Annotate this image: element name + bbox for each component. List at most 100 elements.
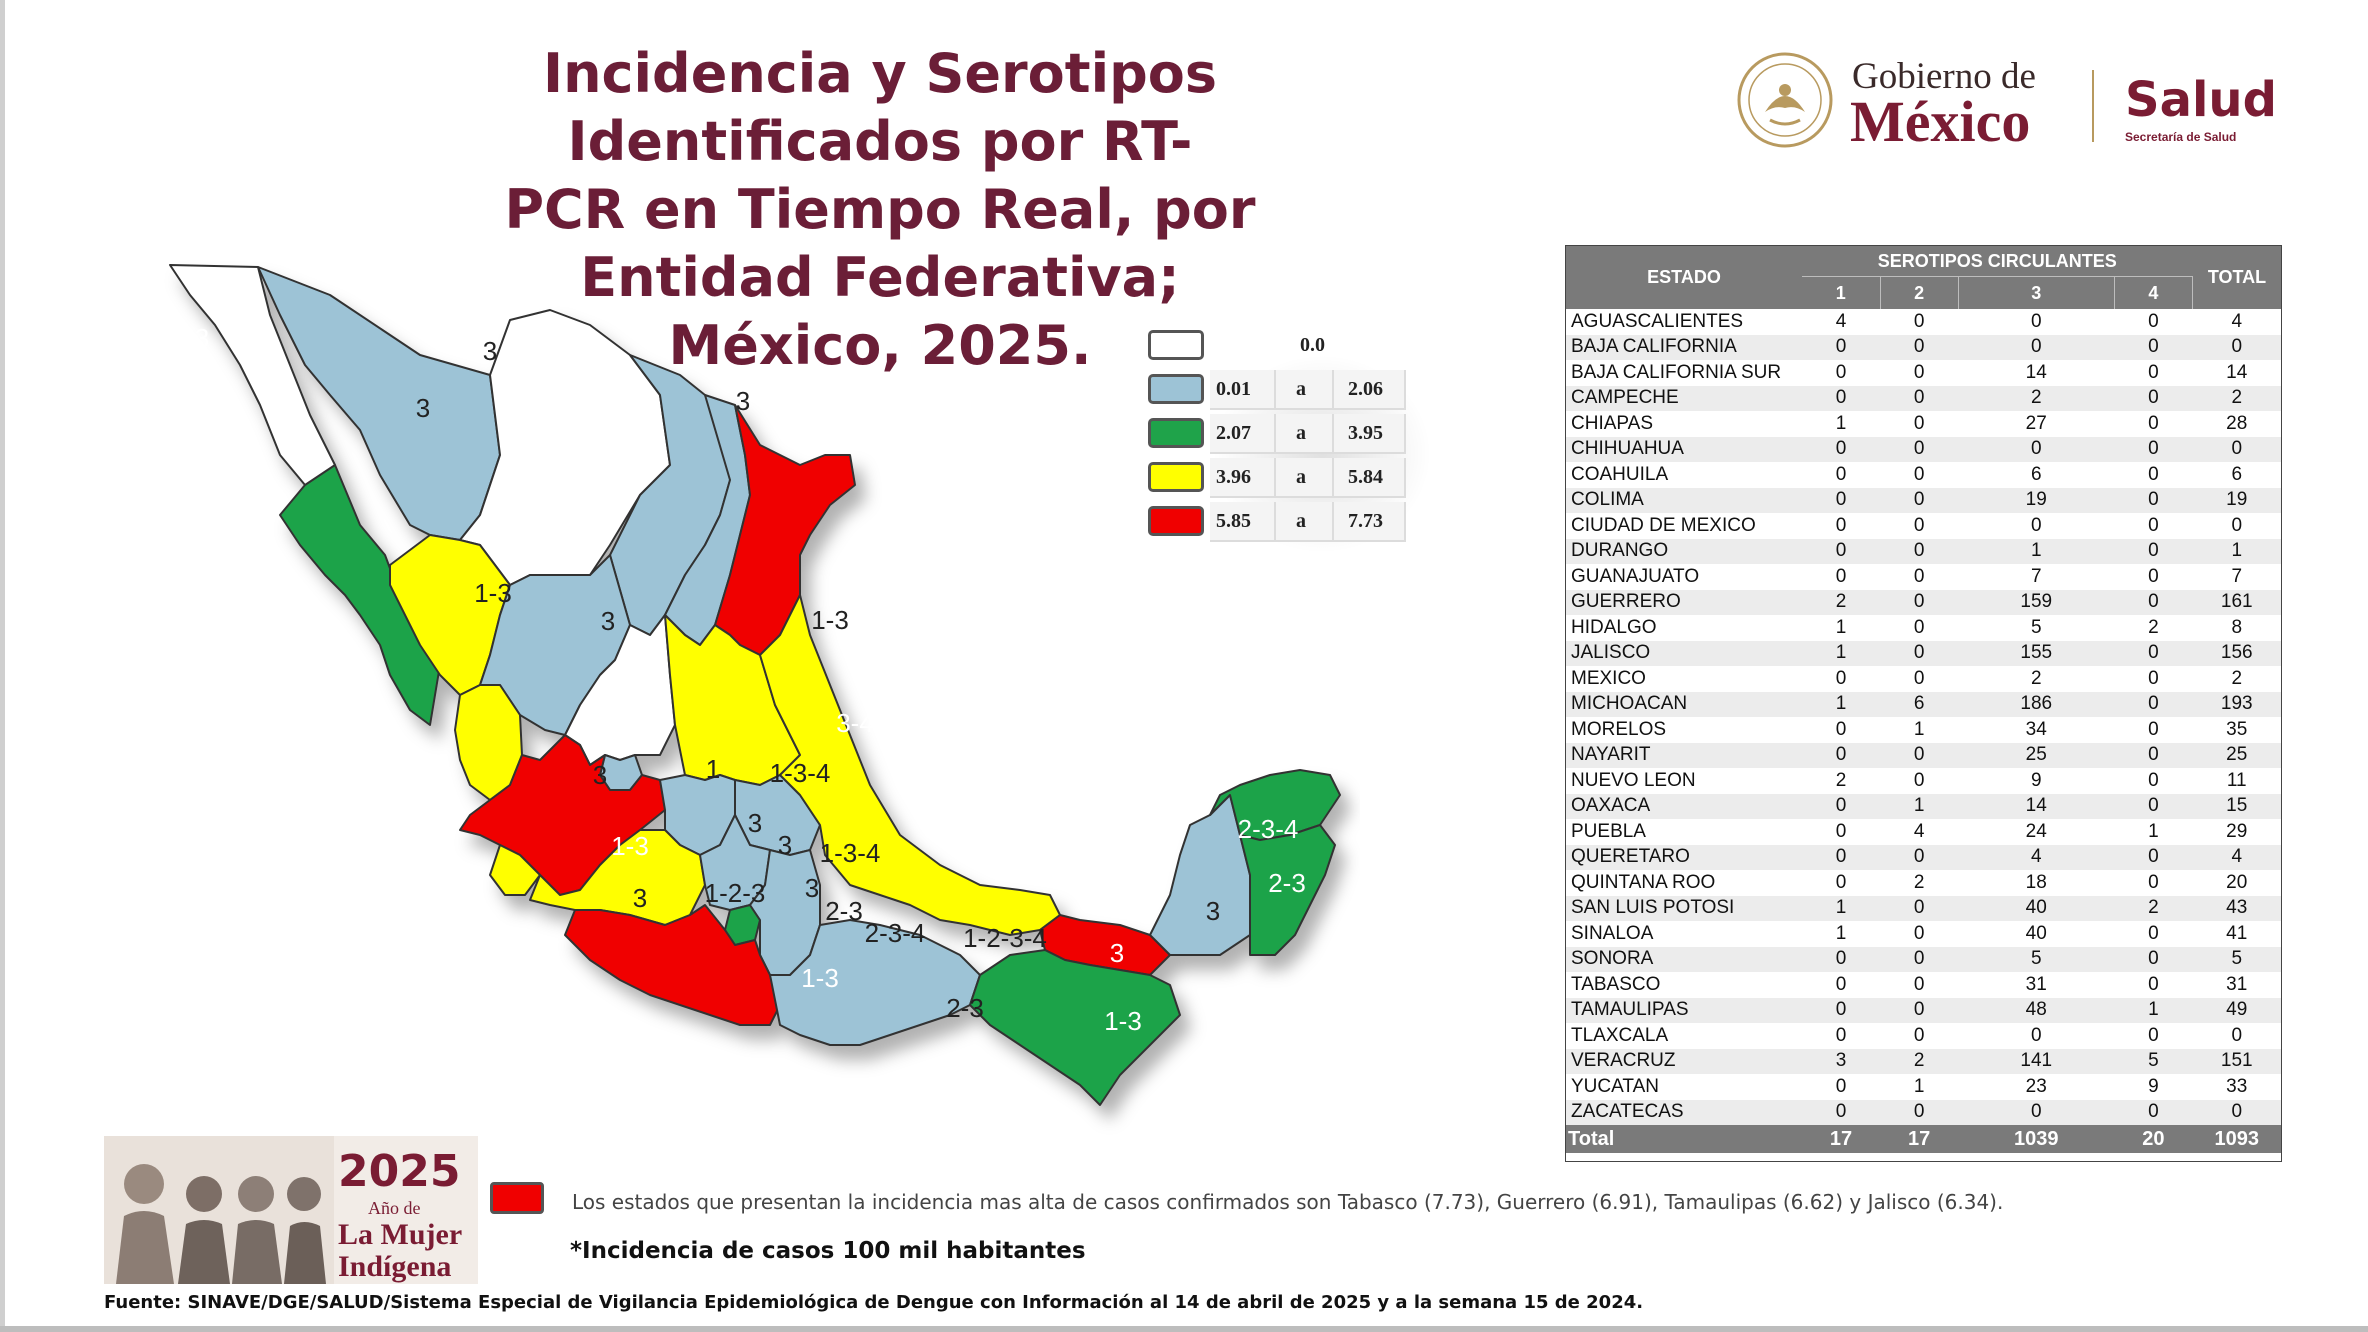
row-sero-3: 40 [2025, 922, 2047, 944]
map-label-coahuila: 3 [736, 386, 750, 416]
total-total: 1093 [2192, 1125, 2281, 1153]
row-sero-2: 0 [1913, 565, 1925, 587]
row-sero-1: 2 [1835, 769, 1847, 791]
row-sero-3: 0 [2030, 514, 2042, 536]
row-estado: MORELOS [1571, 718, 1667, 740]
map-labels: 3 3 3 3 1-3 3 1-3 3-4 3 1 1-3-4 3 1-3 3 … [195, 323, 1306, 1036]
row-estado: MEXICO [1571, 667, 1646, 689]
legend-to: 7.73 [1348, 510, 1383, 532]
row-sero-3: 0 [2030, 336, 2042, 358]
table-row: COAHUILA 0 0 6 0 6 [1566, 462, 2281, 488]
header-sero-3: 3 [1958, 276, 2115, 309]
row-estado: CHIHUAHUA [1571, 438, 1684, 460]
legend-cell [1210, 502, 1276, 542]
row-sero-2: 0 [1913, 1024, 1925, 1046]
row-sero-4: 0 [2148, 514, 2159, 536]
row-sero-2: 0 [1913, 948, 1925, 970]
row-sero-1: 0 [1835, 438, 1847, 460]
row-sero-4: 0 [2148, 438, 2159, 460]
map-label-colima: 3 [633, 883, 647, 913]
legend-from: 0.01 [1216, 378, 1251, 400]
row-sero-4: 5 [2148, 1050, 2159, 1072]
row-sero-3: 4 [2030, 846, 2042, 868]
logo-divider [2092, 70, 2094, 142]
row-sero-3: 5 [2030, 948, 2042, 970]
row-total: 151 [2220, 1050, 2253, 1072]
table-row: QUERETARO 0 0 4 0 4 [1566, 844, 2281, 870]
row-sero-1: 0 [1835, 361, 1847, 383]
row-sero-4: 0 [2148, 948, 2159, 970]
total-sero-3: 1039 [1958, 1125, 2115, 1153]
row-sero-2: 1 [1913, 718, 1925, 740]
legend-cell [1276, 502, 1334, 542]
table-row: SINALOA 1 0 40 0 41 [1566, 921, 2281, 947]
highest-incidence-note: Los estados que presentan la incidencia … [572, 1190, 2004, 1214]
legend-cell [1276, 370, 1334, 410]
row-total: 161 [2220, 591, 2253, 613]
row-sero-2: 0 [1913, 438, 1925, 460]
table-row: TAMAULIPAS 0 0 48 1 49 [1566, 997, 2281, 1023]
table-row: PUEBLA 0 4 24 1 29 [1566, 819, 2281, 845]
row-total: 35 [2226, 718, 2248, 740]
row-sero-4: 0 [2148, 540, 2159, 562]
row-total: 14 [2226, 361, 2248, 383]
national-seal-icon [1737, 52, 1833, 148]
row-estado: COLIMA [1571, 489, 1644, 511]
legend-from: 2.07 [1216, 422, 1251, 444]
row-estado: PUEBLA [1571, 820, 1646, 842]
row-sero-3: 27 [2025, 412, 2047, 434]
row-sero-1: 0 [1835, 336, 1847, 358]
state-quintana-roo [1239, 824, 1336, 956]
legend-swatch [1148, 506, 1204, 536]
row-sero-4: 0 [2148, 387, 2159, 409]
row-sero-4: 0 [2148, 489, 2159, 511]
map-label-puebla: 2-3-4 [865, 918, 926, 948]
row-sero-2: 1 [1913, 1075, 1925, 1097]
total-sero-2: 17 [1880, 1125, 1959, 1153]
page-title: Incidencia y Serotipos Identificados por… [380, 40, 1380, 380]
row-sero-4: 0 [2148, 1024, 2159, 1046]
table-row: MICHOACAN 1 6 186 0 193 [1566, 691, 2281, 717]
legend-cell [1210, 370, 1276, 410]
map-label-nuevo-leon: 1-3 [811, 605, 849, 635]
legend-cell [1334, 502, 1406, 542]
row-sero-2: 0 [1913, 387, 1925, 409]
legend-a: a [1296, 378, 1306, 400]
row-sero-3: 0 [2030, 1101, 2042, 1123]
row-sero-4: 0 [2148, 336, 2159, 358]
row-total: 156 [2220, 642, 2253, 664]
table-row: MORELOS 0 1 34 0 35 [1566, 717, 2281, 743]
row-sero-3: 0 [2030, 1024, 2042, 1046]
row-sero-4: 0 [2148, 693, 2159, 715]
row-sero-3: 0 [2030, 438, 2042, 460]
row-sero-4: 0 [2148, 871, 2159, 893]
row-total: 8 [2231, 616, 2243, 638]
legend-cell [1210, 414, 1276, 454]
row-sero-4: 0 [2148, 667, 2159, 689]
state-veracruz [759, 594, 1061, 936]
row-estado: ZACATECAS [1571, 1101, 1684, 1123]
table-row: MEXICO 0 0 2 0 2 [1566, 666, 2281, 692]
title-line-3: México, 2025. [668, 314, 1092, 377]
row-sero-2: 0 [1913, 1101, 1925, 1123]
header-estado: ESTADO [1566, 246, 1802, 309]
table-row: GUERRERO 2 0 159 0 161 [1566, 589, 2281, 615]
mujer-indigena-logo: 2025 Año de La Mujer Indígena [104, 1136, 478, 1284]
row-sero-1: 0 [1835, 820, 1847, 842]
legend-row-3: 3.96 a 5.84 [1148, 456, 1418, 498]
row-sero-1: 0 [1835, 667, 1847, 689]
row-sero-4: 0 [2148, 463, 2159, 485]
logo-indigena: Indígena [338, 1250, 452, 1283]
row-sero-1: 1 [1835, 642, 1847, 664]
row-total: 31 [2226, 973, 2248, 995]
row-sero-4: 0 [2148, 718, 2159, 740]
row-sero-4: 9 [2148, 1075, 2159, 1097]
table-row: BAJA CALIFORNIA SUR 0 0 14 0 14 [1566, 360, 2281, 386]
header-sero-1: 1 [1802, 276, 1881, 309]
legend-cell [1210, 458, 1276, 498]
row-sero-1: 0 [1835, 1024, 1847, 1046]
row-sero-1: 0 [1835, 948, 1847, 970]
row-sero-3: 31 [2025, 973, 2047, 995]
map-label-slp: 1-3-4 [770, 758, 831, 788]
table-row: CIUDAD DE MEXICO 0 0 0 0 0 [1566, 513, 2281, 539]
